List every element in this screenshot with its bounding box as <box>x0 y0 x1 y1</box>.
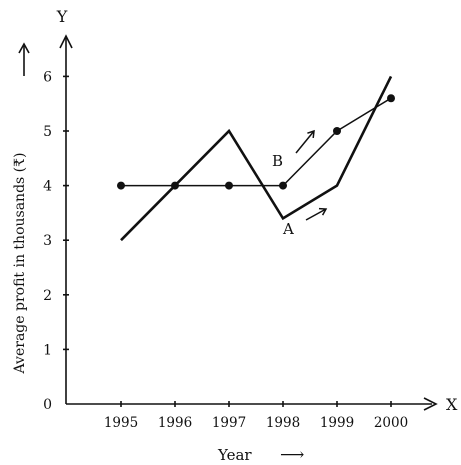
series-line-b <box>121 97 392 187</box>
x-axis-title: Year <box>217 446 252 464</box>
series-layer <box>117 75 395 242</box>
series-a-arrow <box>305 207 328 221</box>
y-axis-title: Average profit in thousands (₹) <box>12 153 28 375</box>
x-axis-arrowhead <box>423 397 438 411</box>
data-point-b <box>225 181 233 190</box>
series-b-arrow <box>295 129 315 154</box>
y-tick-label: 6 <box>43 69 52 85</box>
origin-label: 0 <box>43 397 52 413</box>
y-tick-label: 2 <box>43 288 52 304</box>
x-axis-title-arrow: ⟶ <box>280 445 304 465</box>
y-tick-label: 3 <box>43 233 52 249</box>
x-tick-label: 1997 <box>212 415 246 431</box>
series-label-b: B <box>272 152 283 170</box>
y-ticks: 1 2 3 4 5 6 <box>43 69 69 358</box>
y-tick-label: 5 <box>43 124 52 140</box>
x-tick-label: 2000 <box>374 415 408 431</box>
y-tick-label: 1 <box>43 342 52 358</box>
data-point-b <box>387 94 395 103</box>
y-axis-arrowhead <box>59 34 73 49</box>
y-axis-title-arrow <box>18 42 30 76</box>
data-point-b <box>171 181 179 190</box>
x-tick-label: 1998 <box>266 415 300 431</box>
x-ticks: 1995 1996 1997 1998 1999 2000 <box>104 401 408 431</box>
x-tick-label: 1999 <box>320 415 354 431</box>
data-point-b <box>279 181 287 190</box>
series-label-a: A <box>282 220 294 238</box>
y-tick-label: 4 <box>43 179 52 195</box>
series-line-a <box>120 75 393 242</box>
series-labels: BA <box>272 129 328 238</box>
x-tick-label: 1996 <box>158 415 192 431</box>
x-tick-label: 1995 <box>104 415 138 431</box>
data-point-b <box>117 181 125 190</box>
y-axis-letter: Y <box>56 7 68 26</box>
data-point-b <box>333 127 341 135</box>
x-axis-letter: X <box>446 395 458 414</box>
